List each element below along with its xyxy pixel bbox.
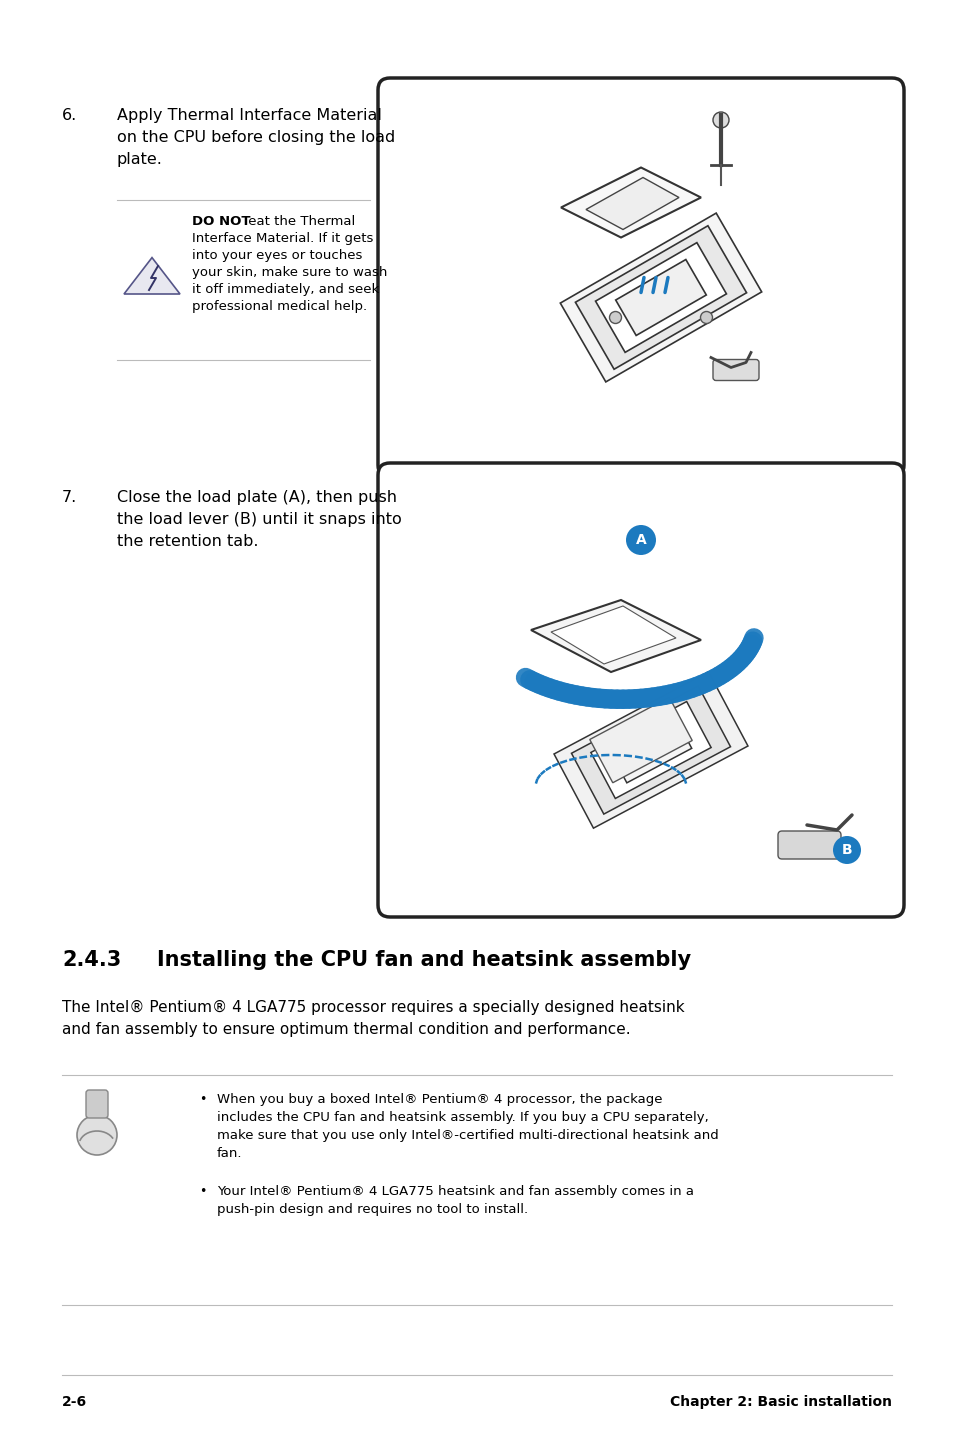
Circle shape	[625, 525, 656, 555]
FancyBboxPatch shape	[377, 463, 903, 917]
Polygon shape	[585, 177, 679, 230]
Text: Apply Thermal Interface Material: Apply Thermal Interface Material	[117, 108, 381, 124]
Polygon shape	[589, 697, 692, 782]
FancyBboxPatch shape	[712, 360, 759, 381]
Circle shape	[700, 312, 712, 324]
Polygon shape	[595, 243, 725, 352]
Text: A: A	[635, 533, 646, 546]
Text: and fan assembly to ensure optimum thermal condition and performance.: and fan assembly to ensure optimum therm…	[62, 1022, 630, 1037]
Text: B: B	[841, 843, 851, 857]
Polygon shape	[531, 600, 700, 672]
Text: the load lever (B) until it snaps into: the load lever (B) until it snaps into	[117, 512, 401, 526]
Polygon shape	[559, 213, 760, 383]
Text: it off immediately, and seek: it off immediately, and seek	[192, 283, 379, 296]
Text: make sure that you use only Intel®-certified multi-directional heatsink and: make sure that you use only Intel®-certi…	[216, 1129, 718, 1142]
Text: into your eyes or touches: into your eyes or touches	[192, 249, 362, 262]
Text: 2.4.3: 2.4.3	[62, 951, 121, 971]
Polygon shape	[615, 259, 705, 335]
Text: DO NOT: DO NOT	[192, 216, 251, 229]
Text: Chapter 2: Basic installation: Chapter 2: Basic installation	[669, 1395, 891, 1409]
Text: •: •	[199, 1185, 206, 1198]
FancyBboxPatch shape	[86, 1090, 108, 1117]
Text: professional medical help.: professional medical help.	[192, 301, 367, 313]
FancyBboxPatch shape	[377, 78, 903, 477]
Polygon shape	[124, 257, 180, 293]
Polygon shape	[575, 226, 746, 370]
Text: fan.: fan.	[216, 1148, 242, 1160]
Text: Interface Material. If it gets: Interface Material. If it gets	[192, 232, 373, 244]
Text: Your Intel® Pentium® 4 LGA775 heatsink and fan assembly comes in a: Your Intel® Pentium® 4 LGA775 heatsink a…	[216, 1185, 693, 1198]
Text: eat the Thermal: eat the Thermal	[244, 216, 355, 229]
Text: The Intel® Pentium® 4 LGA775 processor requires a specially designed heatsink: The Intel® Pentium® 4 LGA775 processor r…	[62, 999, 684, 1015]
Text: includes the CPU fan and heatsink assembly. If you buy a CPU separately,: includes the CPU fan and heatsink assemb…	[216, 1112, 708, 1125]
Text: When you buy a boxed Intel® Pentium® 4 processor, the package: When you buy a boxed Intel® Pentium® 4 p…	[216, 1093, 661, 1106]
Circle shape	[712, 112, 728, 128]
Text: push-pin design and requires no tool to install.: push-pin design and requires no tool to …	[216, 1204, 528, 1217]
Circle shape	[832, 835, 861, 864]
Text: Close the load plate (A), then push: Close the load plate (A), then push	[117, 490, 396, 505]
Polygon shape	[590, 702, 710, 798]
Circle shape	[77, 1114, 117, 1155]
Polygon shape	[551, 605, 676, 664]
Text: Installing the CPU fan and heatsink assembly: Installing the CPU fan and heatsink asse…	[157, 951, 690, 971]
Text: plate.: plate.	[117, 152, 163, 167]
Text: 6.: 6.	[62, 108, 77, 124]
FancyBboxPatch shape	[778, 831, 841, 858]
Text: the retention tab.: the retention tab.	[117, 533, 258, 549]
Text: 2-6: 2-6	[62, 1395, 87, 1409]
Text: 7.: 7.	[62, 490, 77, 505]
Text: on the CPU before closing the load: on the CPU before closing the load	[117, 129, 395, 145]
Polygon shape	[560, 167, 700, 237]
Polygon shape	[610, 718, 691, 782]
Polygon shape	[554, 672, 747, 828]
Text: your skin, make sure to wash: your skin, make sure to wash	[192, 266, 387, 279]
Circle shape	[609, 312, 620, 324]
Text: •: •	[199, 1093, 206, 1106]
Polygon shape	[571, 686, 730, 814]
